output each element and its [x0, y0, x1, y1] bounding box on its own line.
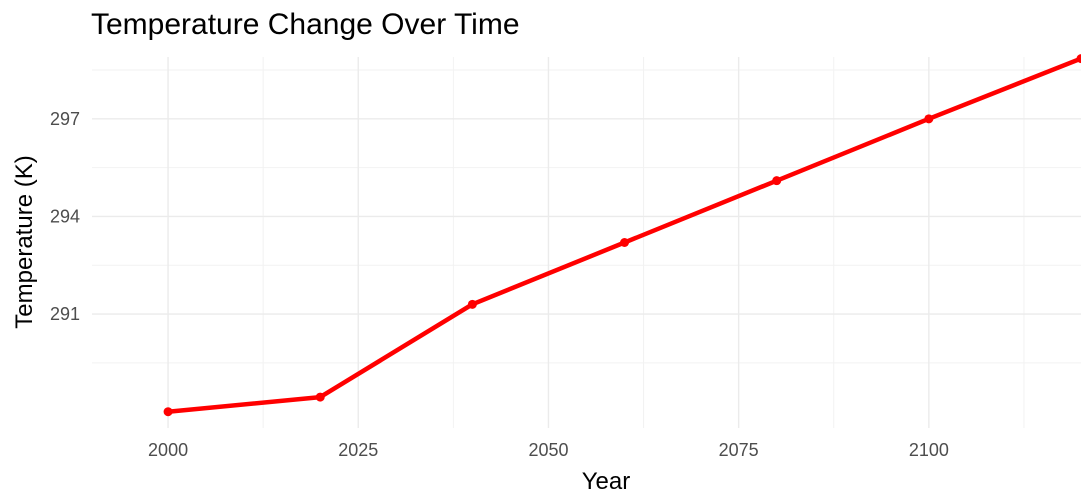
x-axis-tick-labels: 2000 2025 2050 2075 2100 — [148, 440, 949, 460]
x-axis-title: Year — [582, 468, 631, 495]
y-tick-label: 291 — [50, 304, 80, 324]
x-tick-label: 2000 — [148, 440, 188, 460]
y-axis-title: Temperature (K) — [11, 155, 38, 328]
x-tick-label: 2025 — [338, 440, 378, 460]
data-point — [924, 114, 934, 124]
x-tick-label: 2050 — [528, 440, 568, 460]
major-gridlines — [92, 57, 1081, 428]
data-point — [772, 176, 782, 186]
x-tick-label: 2100 — [909, 440, 949, 460]
data-point — [1076, 54, 1081, 64]
y-tick-label: 297 — [50, 109, 80, 129]
chart-title: Temperature Change Over Time — [91, 8, 520, 41]
data-point — [163, 407, 173, 417]
y-tick-label: 294 — [50, 206, 80, 226]
data-point — [315, 392, 325, 402]
x-tick-label: 2075 — [719, 440, 759, 460]
data-point — [620, 238, 630, 247]
y-axis-tick-labels: 291 294 297 — [50, 109, 80, 324]
data-point — [467, 299, 477, 309]
series-layer — [163, 54, 1081, 417]
